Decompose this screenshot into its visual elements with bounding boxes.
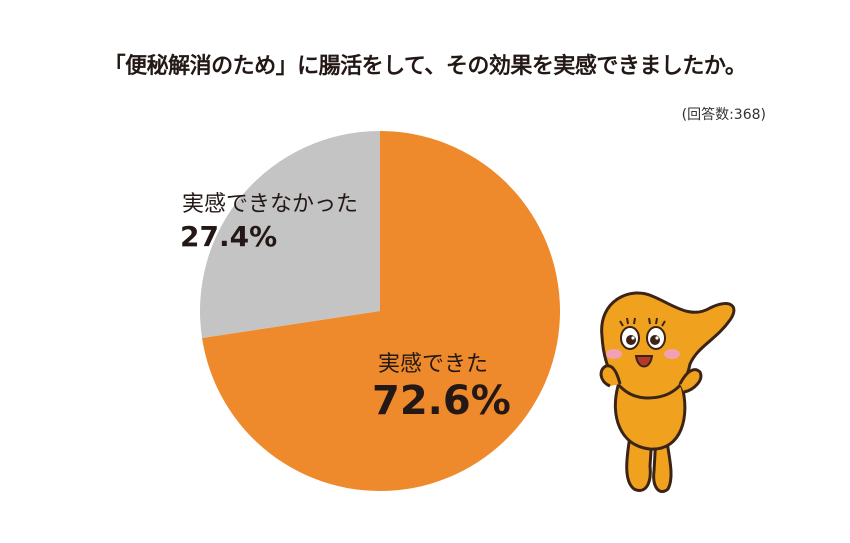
slice-label-not-felt: 実感できなかった [182, 192, 359, 217]
orange-mascot-icon [599, 291, 736, 493]
pie-slice-felt [202, 131, 561, 491]
slice-value-not-felt: 27.4% [180, 220, 278, 253]
pie-slices [200, 131, 561, 491]
respondent-count: (回答数:368) [681, 107, 766, 123]
pie-slice-not-felt [200, 131, 380, 339]
slice-value-felt: 72.6% [372, 378, 511, 424]
chart-title: 「便秘解消のため」に腸活をして、その効果を実感できましたか。 [103, 54, 747, 79]
slice-label-felt: 実感できた [378, 352, 489, 377]
